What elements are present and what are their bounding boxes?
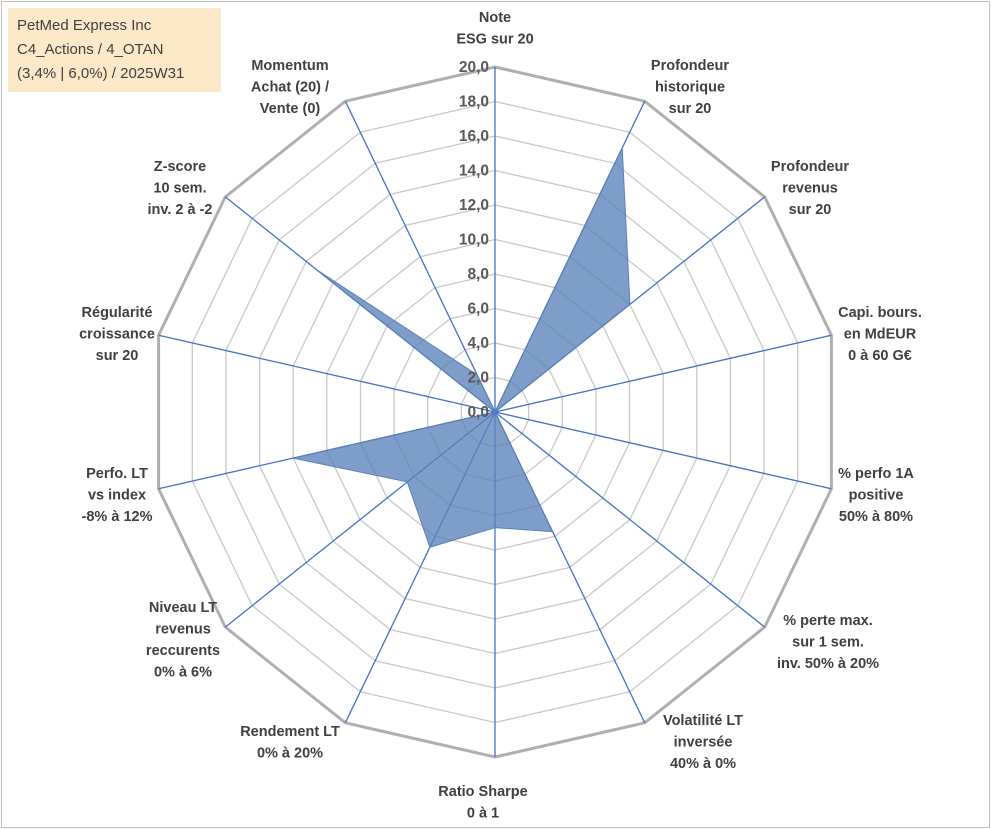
data-point-2 bbox=[628, 303, 631, 306]
tick-label: 18,0 bbox=[459, 94, 489, 111]
axis-label-12: Z-score 10 sem. inv. 2 à -2 bbox=[147, 159, 212, 218]
data-point-9 bbox=[406, 480, 409, 483]
tick-label: 6,0 bbox=[467, 301, 489, 318]
spoke-13 bbox=[344, 100, 496, 413]
axis-label-7: Ratio Sharpe 0 à 1 bbox=[438, 784, 527, 822]
info-box: PetMed Express Inc C4_Actions / 4_OTAN (… bbox=[8, 8, 221, 92]
axis-label-1: Profondeur historique sur 20 bbox=[651, 58, 729, 117]
spoke-11 bbox=[158, 334, 496, 413]
series-area bbox=[293, 147, 631, 548]
tick-label: 16,0 bbox=[459, 128, 489, 145]
axis-label-10: Perfo. LT vs index -8% à 12% bbox=[82, 466, 153, 525]
axis-label-3: Capi. bours. en MdEUR 0 à 60 G€ bbox=[838, 305, 922, 364]
data-point-6 bbox=[551, 530, 554, 533]
info-company: PetMed Express Inc bbox=[17, 17, 152, 34]
tick-label: 20,0 bbox=[459, 59, 489, 76]
tick-label: 10,0 bbox=[459, 232, 489, 249]
data-point-12 bbox=[314, 268, 317, 271]
radar-tick-labels: 0,0 2,0 4,0 6,0 8,0 10,0 12,0 14,0 16,0 18,0 20,0 bbox=[459, 59, 489, 421]
axis-label-6: Volatilité LT inversée 40% à 0% bbox=[663, 713, 743, 772]
axis-label-4: % perfo 1A positive 50% à 80% bbox=[838, 466, 914, 525]
data-point-10 bbox=[292, 457, 295, 460]
tick-label: 0,0 bbox=[467, 404, 489, 421]
spoke-5 bbox=[494, 411, 766, 628]
axis-label-13: Momentum Achat (20) / Vente (0) bbox=[251, 58, 329, 117]
axis-label-11: Régularité croissance sur 20 bbox=[79, 305, 155, 364]
axis-label-8: Rendement LT 0% à 20% bbox=[240, 724, 340, 762]
data-point-8 bbox=[428, 546, 431, 549]
radar-series bbox=[292, 146, 631, 549]
axis-label-2: Profondeur revenus sur 20 bbox=[771, 159, 849, 218]
axis-label-5: % perte max. sur 1 sem. inv. 50% à 20% bbox=[777, 613, 879, 672]
tick-label: 14,0 bbox=[459, 163, 489, 180]
data-point-11 bbox=[494, 411, 497, 414]
data-point-7 bbox=[494, 526, 497, 529]
data-point-1 bbox=[621, 146, 624, 149]
tick-label: 4,0 bbox=[467, 335, 489, 352]
axis-label-0: Note ESG sur 20 bbox=[456, 10, 533, 48]
spoke-4 bbox=[494, 411, 832, 490]
tick-label: 8,0 bbox=[467, 266, 489, 283]
tick-label: 2,0 bbox=[467, 370, 489, 387]
tick-label: 12,0 bbox=[459, 197, 489, 214]
spoke-3 bbox=[494, 334, 832, 413]
axis-label-9: Niveau LT revenus reccurents 0% à 6% bbox=[146, 600, 220, 681]
radar-axis-labels: Note ESG sur 20 Profondeur historique sur 20… bbox=[79, 10, 922, 822]
info-period: (3,4% | 6,0%) / 2025W31 bbox=[17, 65, 185, 82]
info-category: C4_Actions / 4_OTAN bbox=[17, 41, 164, 58]
